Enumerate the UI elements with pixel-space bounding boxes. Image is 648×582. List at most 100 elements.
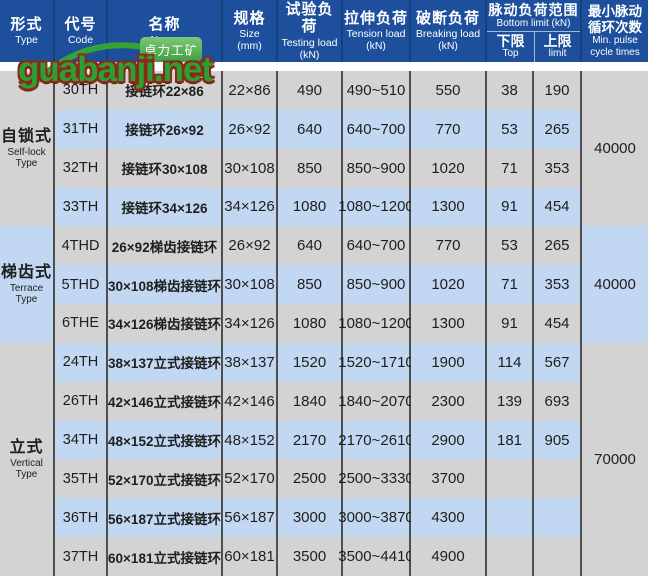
cell-lower (487, 537, 534, 576)
header-name-zh: 名称 (148, 15, 181, 33)
cell-testing: 2170 (278, 420, 343, 460)
cell-code: 37TH (55, 537, 108, 576)
cell-tension: 850~900 (343, 148, 411, 188)
header-type-en: Type (15, 34, 38, 47)
cell-tension: 1520~1710 (338, 342, 414, 382)
cell-name: 接链环26×92 (108, 109, 223, 149)
header-breaking-zh: 破断负荷 (415, 9, 480, 27)
cell-lower (487, 459, 534, 499)
header-cycles-en2: cycle times (590, 46, 640, 58)
header-col-pulse-range: 脉动负荷范围 Bottom limit (kN) 下限 Top 上限 limit (487, 0, 582, 62)
cell-name: 38×137立式接链环 (108, 342, 223, 382)
cell-upper: 353 (534, 148, 582, 188)
cell-breaking: 1020 (411, 265, 487, 305)
cell-size: 52×170 (223, 459, 278, 499)
cell-upper: 454 (534, 187, 582, 227)
cell-upper: 353 (534, 265, 582, 305)
cell-name: 接链环30×108 (108, 148, 223, 188)
group-self-lock-zh: 自锁式 (0, 127, 52, 145)
group-self-lock-en: Self-lock Type (7, 147, 46, 170)
cell-upper (534, 459, 582, 499)
cell-breaking: 3700 (411, 459, 487, 499)
cell-upper (534, 537, 582, 576)
cell-name: 48×152立式接链环 (108, 420, 223, 460)
cell-name: 42×146立式接链环 (108, 381, 223, 421)
cell-testing: 1080 (278, 187, 343, 227)
cell-code: 5THD (55, 265, 108, 305)
header-col-testing: 试验负荷 Testing load (kN) (278, 0, 343, 62)
header-col-lower-limit: 下限 Top (487, 32, 535, 62)
header-testing-unit: (kN) (299, 48, 320, 61)
cycles-group-2: 40000 (582, 226, 648, 343)
header-size-en: Size (239, 28, 260, 41)
header-col-tension: 拉伸负荷 Tension load (kN) (343, 0, 411, 62)
cell-size: 26×92 (223, 109, 278, 149)
header-cycles-en1: Min. pulse (592, 35, 638, 47)
cell-breaking: 2300 (411, 381, 487, 421)
cell-code: 31TH (55, 109, 108, 149)
cell-tension: 3000~3870 (338, 498, 414, 538)
header-upper-zh: 上限 (543, 33, 572, 50)
cell-size: 56×187 (223, 498, 278, 538)
cell-upper: 190 (534, 71, 582, 110)
cell-breaking: 1900 (411, 342, 487, 382)
cell-size: 42×146 (223, 381, 278, 421)
cell-testing: 1520 (278, 342, 343, 382)
header-col-size: 规格 Size (mm) (223, 0, 278, 62)
group-vertical-zh: 立式 (9, 438, 44, 456)
cell-breaking: 4900 (411, 537, 487, 576)
group-terrace: 梯齿式 Terrace Type (0, 226, 55, 343)
cell-testing: 3500 (278, 537, 343, 576)
cell-lower: 91 (487, 304, 534, 343)
cell-name: 接链环22×86 (108, 71, 223, 110)
cell-code: 35TH (55, 459, 108, 499)
header-pulse-range-title: 脉动负荷范围 Bottom limit (kN) (487, 0, 580, 32)
header-breaking-unit: (kN) (438, 40, 458, 53)
watermark: 卓力工矿 guabanji.net (16, 30, 266, 100)
cell-name: 26×92梯齿接链环 (108, 226, 223, 266)
header-size-unit: (mm) (237, 40, 262, 53)
header-col-upper-limit: 上限 limit (535, 32, 580, 62)
cell-upper: 265 (534, 109, 582, 149)
header-pulse-subcolumns: 下限 Top 上限 limit (487, 32, 580, 62)
cell-size: 30×108 (223, 265, 278, 305)
header-cycles-zh2: 循环次数 (588, 19, 642, 35)
cell-tension: 3500~4410 (338, 537, 414, 576)
watermark-logo-text: guabanji.net (18, 50, 213, 89)
cell-code: 4THD (55, 226, 108, 266)
group-vertical: 立式 Vertical Type (0, 342, 55, 576)
cell-testing: 3000 (278, 498, 343, 538)
cell-breaking: 1020 (411, 148, 487, 188)
cell-tension: 1080~1200 (338, 187, 414, 227)
cell-breaking: 1300 (411, 187, 487, 227)
cell-size: 30×108 (223, 148, 278, 188)
cell-breaking: 1300 (411, 304, 487, 343)
watermark-speech-bubble: 卓力工矿 (140, 37, 202, 62)
cell-testing: 850 (278, 265, 343, 305)
header-pulse-en: Bottom limit (kN) (496, 17, 571, 29)
cell-tension: 640~700 (343, 226, 411, 266)
cell-lower: 71 (487, 148, 534, 188)
header-tension-zh: 拉伸负荷 (343, 9, 408, 27)
cell-lower: 38 (487, 71, 534, 110)
cell-tension: 2170~2610 (338, 420, 414, 460)
cell-testing: 1840 (278, 381, 343, 421)
cell-code: 36TH (55, 498, 108, 538)
cycles-group-3: 70000 (582, 342, 648, 576)
header-testing-zh: 试验负荷 (285, 1, 334, 36)
cycles-group-1: 40000 (582, 71, 648, 227)
header-col-code: 代号 Code (55, 0, 108, 62)
cell-tension: 850~900 (343, 265, 411, 305)
cell-tension: 1080~1200 (338, 304, 414, 343)
cell-size: 26×92 (223, 226, 278, 266)
cell-breaking: 4300 (411, 498, 487, 538)
table-body: 自锁式 Self-lock Type 梯齿式 Terrace Type 立式 V… (0, 71, 648, 576)
cell-code: 6THE (55, 304, 108, 343)
cell-testing: 640 (278, 109, 343, 149)
header-upper-en: limit (548, 48, 567, 60)
cell-breaking: 550 (411, 71, 487, 110)
cell-lower: 71 (487, 265, 534, 305)
cell-size: 48×152 (223, 420, 278, 460)
cell-tension: 1840~2070 (338, 381, 414, 421)
